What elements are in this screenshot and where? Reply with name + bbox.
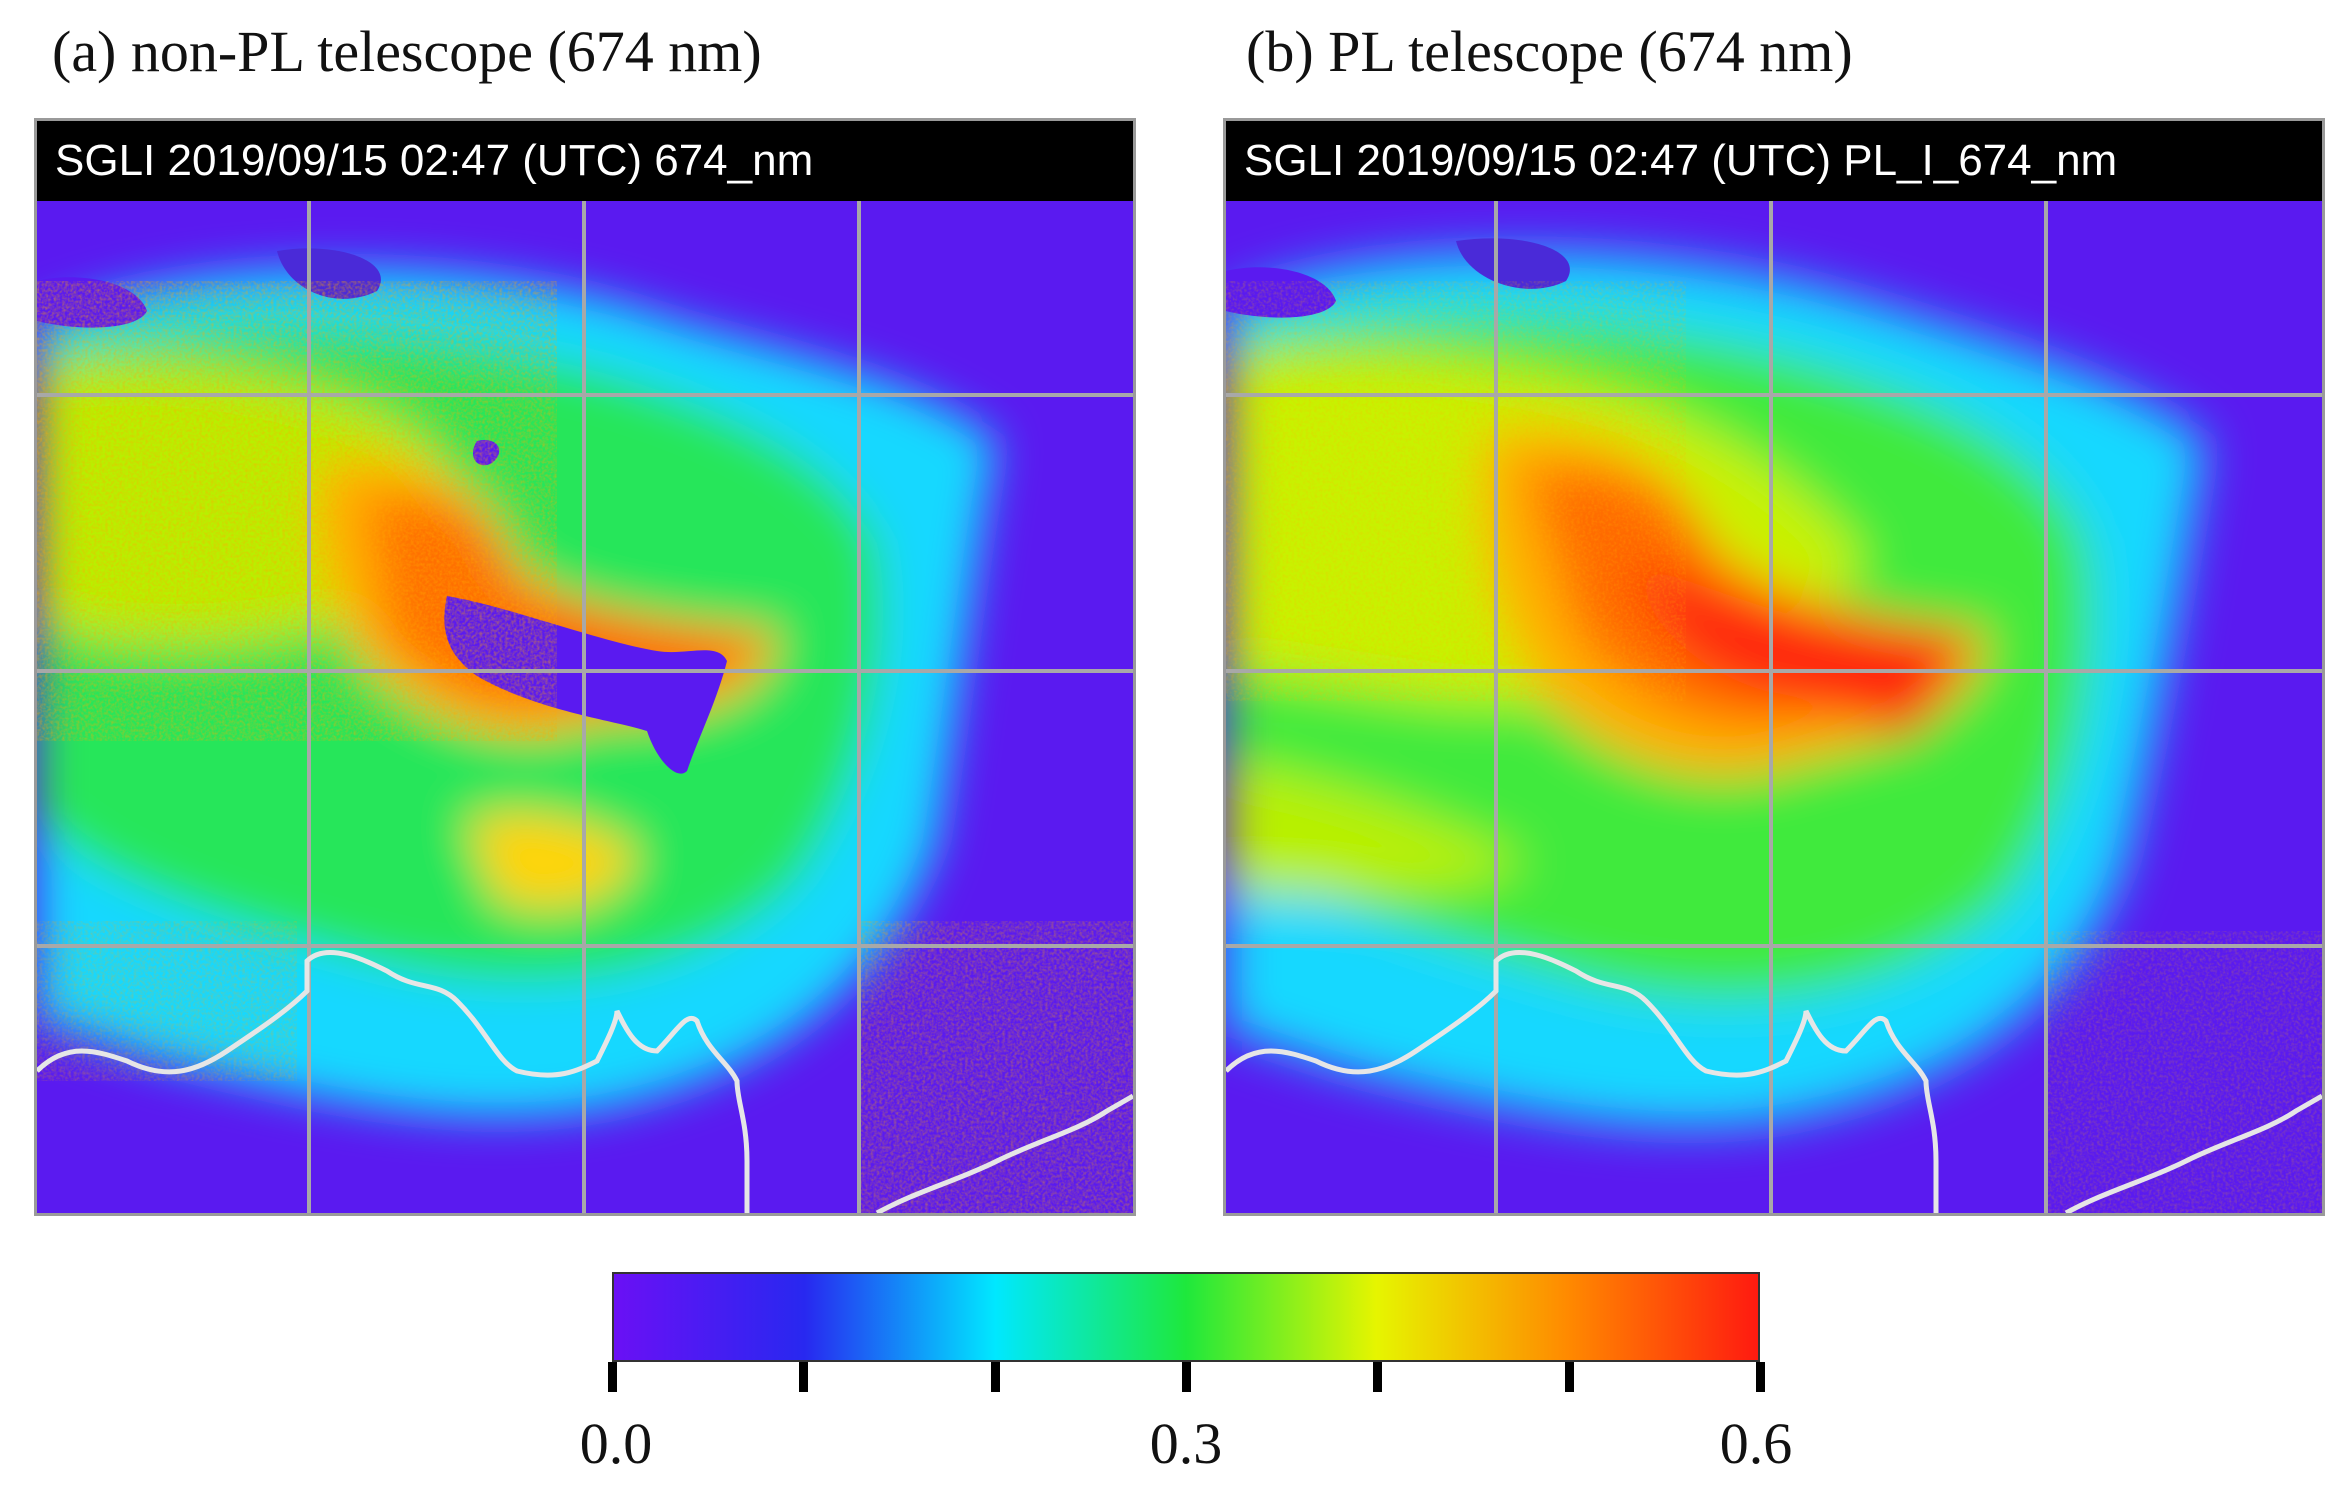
colorbar-tick — [608, 1362, 617, 1392]
colorbar-tick — [1756, 1362, 1765, 1392]
colorbar-label-max: 0.6 — [1719, 1411, 1793, 1476]
panel-a-title: (a) non-PL telescope (674 nm) — [52, 19, 762, 84]
colorbar-tick — [1182, 1362, 1191, 1392]
colorbar-tick — [799, 1362, 809, 1392]
colorbar-label-mid: 0.3 — [1149, 1411, 1223, 1476]
colorbar-tick — [990, 1362, 1000, 1392]
colorbar-label-min: 0.0 — [579, 1411, 653, 1476]
colorbar-ticks — [608, 1362, 1765, 1392]
panel-b-map: SGLI 2019/09/15 02:47 (UTC) PL_I_674_nm — [1223, 118, 2325, 1216]
panel-b-title: (b) PL telescope (674 nm) — [1246, 19, 1853, 84]
colorbar-tick — [1564, 1362, 1574, 1392]
panel-a-satellite-image — [37, 201, 1133, 1213]
panel-b-satellite-image — [1226, 201, 2322, 1213]
panel-a-map: SGLI 2019/09/15 02:47 (UTC) 674_nm — [34, 118, 1136, 1216]
panel-b-header: SGLI 2019/09/15 02:47 (UTC) PL_I_674_nm — [1226, 121, 2322, 201]
colorbar-tick — [1373, 1362, 1383, 1392]
panel-a-header: SGLI 2019/09/15 02:47 (UTC) 674_nm — [37, 121, 1133, 201]
colorbar — [612, 1272, 1760, 1362]
